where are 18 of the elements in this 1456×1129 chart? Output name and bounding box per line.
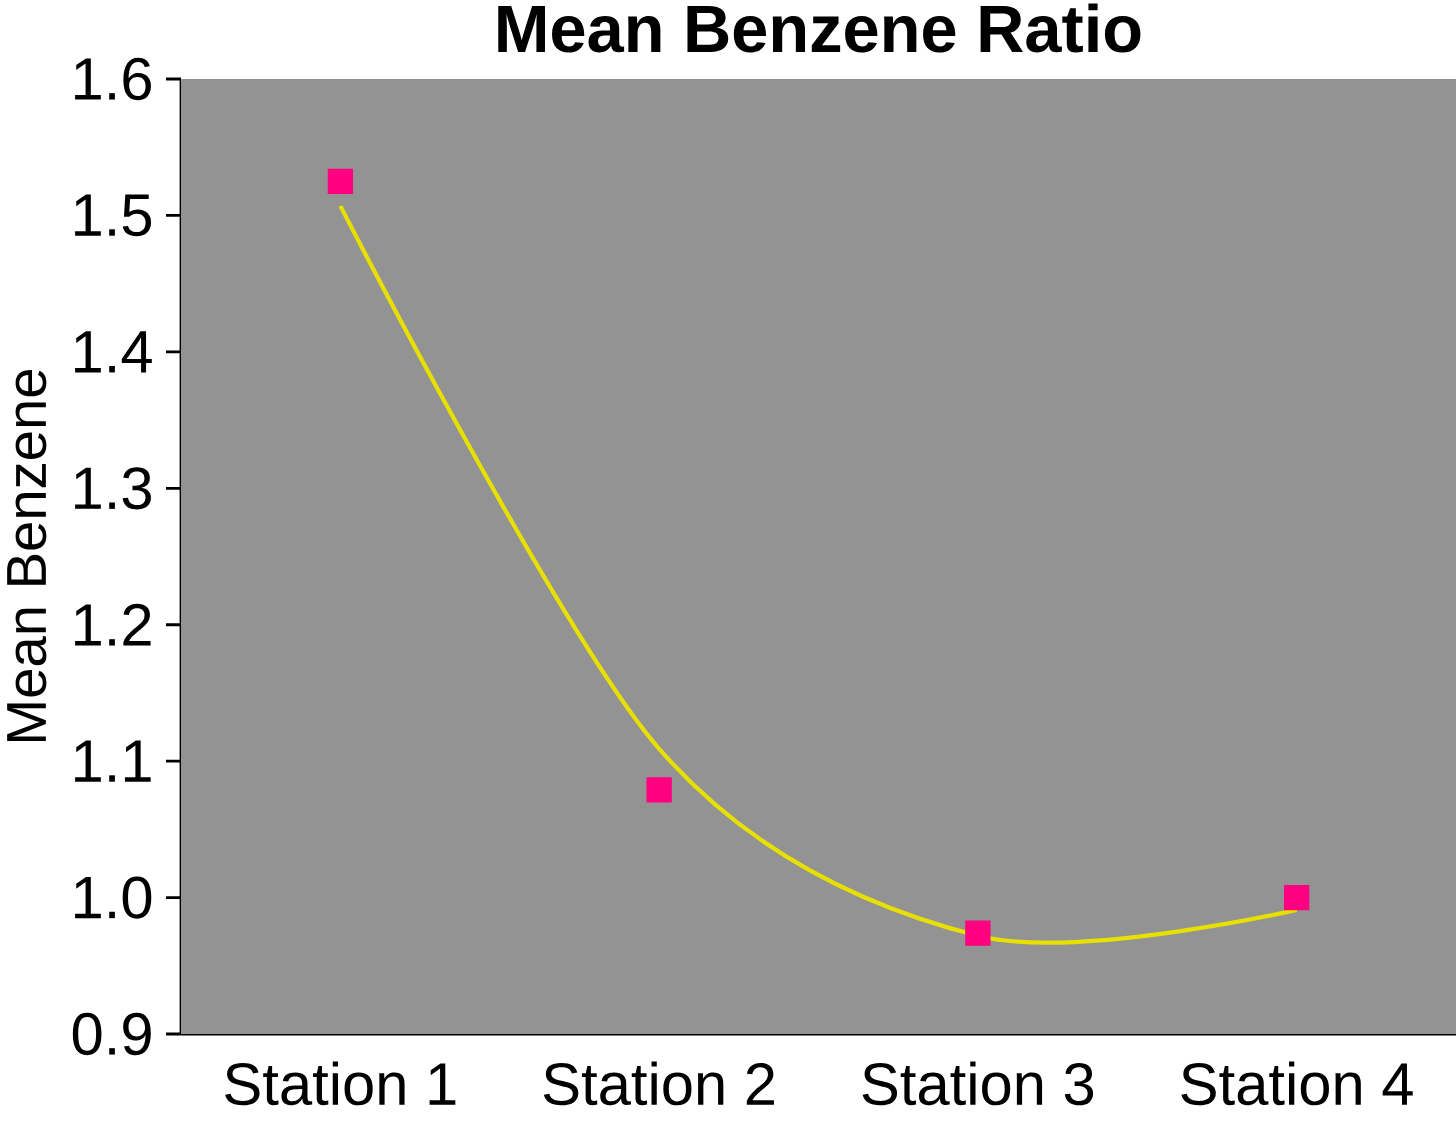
x-tick-label: Station 4 xyxy=(1181,1061,1413,1106)
y-tick-label: 1.2 xyxy=(75,603,151,646)
point xyxy=(646,777,672,803)
chart-title: Mean Benzene Ratio xyxy=(498,3,1141,53)
y-tick-label: 1.5 xyxy=(75,194,152,237)
y-tick-label: 1.1 xyxy=(75,740,151,782)
y-tick-label: 1.0 xyxy=(75,876,152,919)
point xyxy=(327,168,354,194)
y-tick-label: 0.9 xyxy=(72,1012,151,1056)
point xyxy=(965,920,991,946)
x-tick-label: Station 3 xyxy=(862,1061,1094,1106)
y-tick-label: 1.3 xyxy=(75,467,151,510)
x-tick-label: Station 2 xyxy=(543,1061,774,1106)
y-tick-label: 1.6 xyxy=(75,57,151,101)
point xyxy=(1283,884,1310,911)
y-axis-title: Mean Benzene xyxy=(7,369,47,742)
y-tick-label: 1.4 xyxy=(75,331,152,373)
x-tick-label: Station 1 xyxy=(225,1061,456,1106)
